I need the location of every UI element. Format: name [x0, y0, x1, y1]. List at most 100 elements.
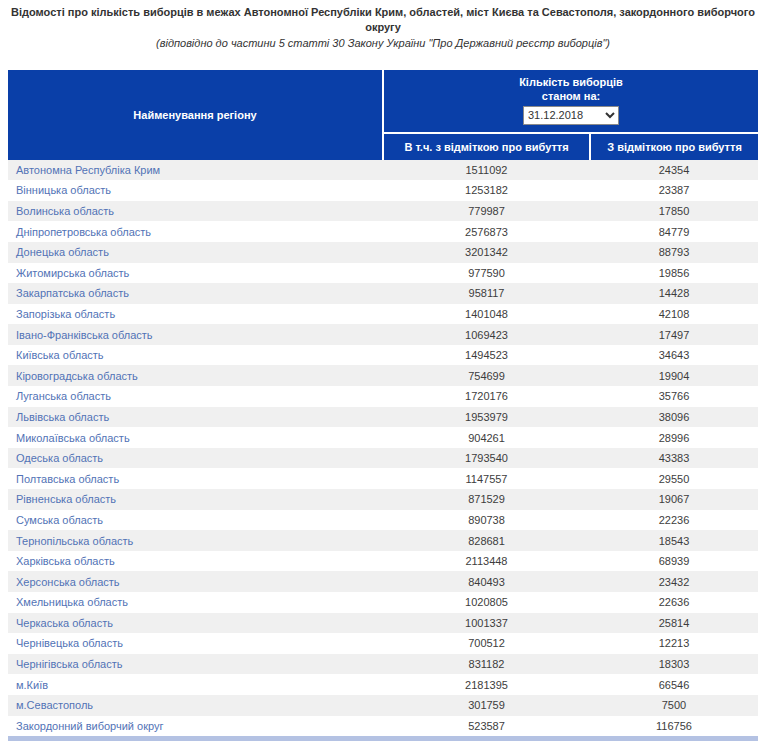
- voters-count-value: 2181395: [383, 674, 590, 695]
- region-link[interactable]: Полтавська область: [8, 468, 383, 489]
- region-link[interactable]: Закордонний виборчий округ: [8, 716, 383, 737]
- table-row: Полтавська область114755729550: [8, 468, 758, 489]
- departed-count-value: 12213: [590, 633, 758, 654]
- table-row: Тернопільська область82868118543: [8, 530, 758, 551]
- departed-count-value: 22236: [590, 510, 758, 531]
- departed-count-value: 7500: [590, 695, 758, 716]
- region-link[interactable]: Вінницька область: [8, 180, 383, 201]
- departed-count-value: 35766: [590, 386, 758, 407]
- table-row: Одеська область179354043383: [8, 448, 758, 469]
- voters-count-value: 1401048: [383, 304, 590, 325]
- region-link[interactable]: м.Київ: [8, 674, 383, 695]
- voters-count-value: 958117: [383, 283, 590, 304]
- table-row: Івано-Франківська область106942317497: [8, 324, 758, 345]
- table-row: Черкаська область100133725814: [8, 613, 758, 634]
- departed-count-value: 17850: [590, 201, 758, 222]
- table-row: Херсонська область84049323432: [8, 571, 758, 592]
- departed-count-value: 23387: [590, 180, 758, 201]
- departed-count-value: 34643: [590, 345, 758, 366]
- table-row: Закарпатська область95811714428: [8, 283, 758, 304]
- region-link[interactable]: Тернопільська область: [8, 530, 383, 551]
- region-link[interactable]: Львівська область: [8, 407, 383, 428]
- voters-count-value: 828681: [383, 530, 590, 551]
- voters-count-value: 1069423: [383, 324, 590, 345]
- voters-count-value: 840493: [383, 571, 590, 592]
- region-link[interactable]: Сумська область: [8, 510, 383, 531]
- page: Відомості про кількість виборців в межах…: [0, 0, 766, 741]
- table-row: Запорізька область140104842108: [8, 304, 758, 325]
- table-header: Найменування регіону Кількість виборців …: [8, 70, 758, 160]
- page-title: Відомості про кількість виборців в межах…: [8, 5, 758, 35]
- region-link[interactable]: Харківська область: [8, 551, 383, 572]
- col-header-total: В т.ч. з відміткою про вибуття: [383, 133, 590, 160]
- region-link[interactable]: Волинська область: [8, 201, 383, 222]
- departed-count-value: 19856: [590, 263, 758, 284]
- region-link[interactable]: Хмельницька область: [8, 592, 383, 613]
- table-row: Чернігівська область83118218303: [8, 654, 758, 675]
- voters-count-value: 3201342: [383, 242, 590, 263]
- departed-count-value: 68939: [590, 551, 758, 572]
- region-link[interactable]: Миколаївська область: [8, 427, 383, 448]
- departed-count-value: 23432: [590, 571, 758, 592]
- voters-count-value: 1953979: [383, 407, 590, 428]
- table-row: м.Київ218139566546: [8, 674, 758, 695]
- region-link[interactable]: Закарпатська область: [8, 283, 383, 304]
- table-row: Хмельницька область102080522636: [8, 592, 758, 613]
- voters-count-value: 1253182: [383, 180, 590, 201]
- total-voters-value: 35602855: [383, 736, 590, 741]
- table-row: Кіровоградська область75469919904: [8, 365, 758, 386]
- table-row: Миколаївська область90426128996: [8, 427, 758, 448]
- table-row: Луганська область172017635766: [8, 386, 758, 407]
- region-link[interactable]: Дніпропетровська область: [8, 221, 383, 242]
- region-link[interactable]: Київська область: [8, 345, 383, 366]
- table-row: Львівська область195397938096: [8, 407, 758, 428]
- region-link[interactable]: м.Севастополь: [8, 695, 383, 716]
- col-header-count: Кількість виборців станом на: 31.12.2018: [383, 70, 758, 133]
- voters-count-value: 1793540: [383, 448, 590, 469]
- voters-count-value: 2113448: [383, 551, 590, 572]
- region-link[interactable]: Івано-Франківська область: [8, 324, 383, 345]
- region-link[interactable]: Автономна Республіка Крим: [8, 160, 383, 181]
- departed-count-value: 88793: [590, 242, 758, 263]
- table-footer: Всього 35602855 985375: [8, 736, 758, 741]
- table-row: Сумська область89073822236: [8, 510, 758, 531]
- region-link[interactable]: Чернівецька область: [8, 633, 383, 654]
- table-row: Чернівецька область70051212213: [8, 633, 758, 654]
- region-link[interactable]: Запорізька область: [8, 304, 383, 325]
- departed-count-value: 29550: [590, 468, 758, 489]
- voters-count-value: 1001337: [383, 613, 590, 634]
- departed-count-value: 28996: [590, 427, 758, 448]
- region-link[interactable]: Луганська область: [8, 386, 383, 407]
- region-link[interactable]: Черкаська область: [8, 613, 383, 634]
- voters-count-value: 1020805: [383, 592, 590, 613]
- col-header-departed: З відміткою про вибуття: [590, 133, 758, 160]
- departed-count-value: 22636: [590, 592, 758, 613]
- region-link[interactable]: Житомирська область: [8, 263, 383, 284]
- region-link[interactable]: Одеська область: [8, 448, 383, 469]
- region-link[interactable]: Рівненська область: [8, 489, 383, 510]
- voters-count-value: 1720176: [383, 386, 590, 407]
- total-row: Всього 35602855 985375: [8, 736, 758, 741]
- region-link[interactable]: Чернігівська область: [8, 654, 383, 675]
- table-row: м.Севастополь3017597500: [8, 695, 758, 716]
- region-link[interactable]: Донецька область: [8, 242, 383, 263]
- table-row: Донецька область320134288793: [8, 242, 758, 263]
- table-row: Харківська область211344868939: [8, 551, 758, 572]
- departed-count-value: 42108: [590, 304, 758, 325]
- region-link[interactable]: Кіровоградська область: [8, 365, 383, 386]
- voters-table: Найменування регіону Кількість виборців …: [8, 70, 758, 741]
- voters-count-value: 301759: [383, 695, 590, 716]
- departed-count-value: 24354: [590, 160, 758, 181]
- voters-count-value: 977590: [383, 263, 590, 284]
- voters-count-value: 1147557: [383, 468, 590, 489]
- date-select[interactable]: 31.12.2018: [523, 106, 619, 125]
- col-header-region: Найменування регіону: [8, 70, 383, 160]
- departed-count-value: 14428: [590, 283, 758, 304]
- departed-count-value: 38096: [590, 407, 758, 428]
- voters-count-value: 890738: [383, 510, 590, 531]
- voters-count-value: 523587: [383, 716, 590, 737]
- voters-count-value: 700512: [383, 633, 590, 654]
- count-header-line2: станом на:: [384, 89, 758, 103]
- region-link[interactable]: Херсонська область: [8, 571, 383, 592]
- count-header-line1: Кількість виборців: [384, 75, 758, 89]
